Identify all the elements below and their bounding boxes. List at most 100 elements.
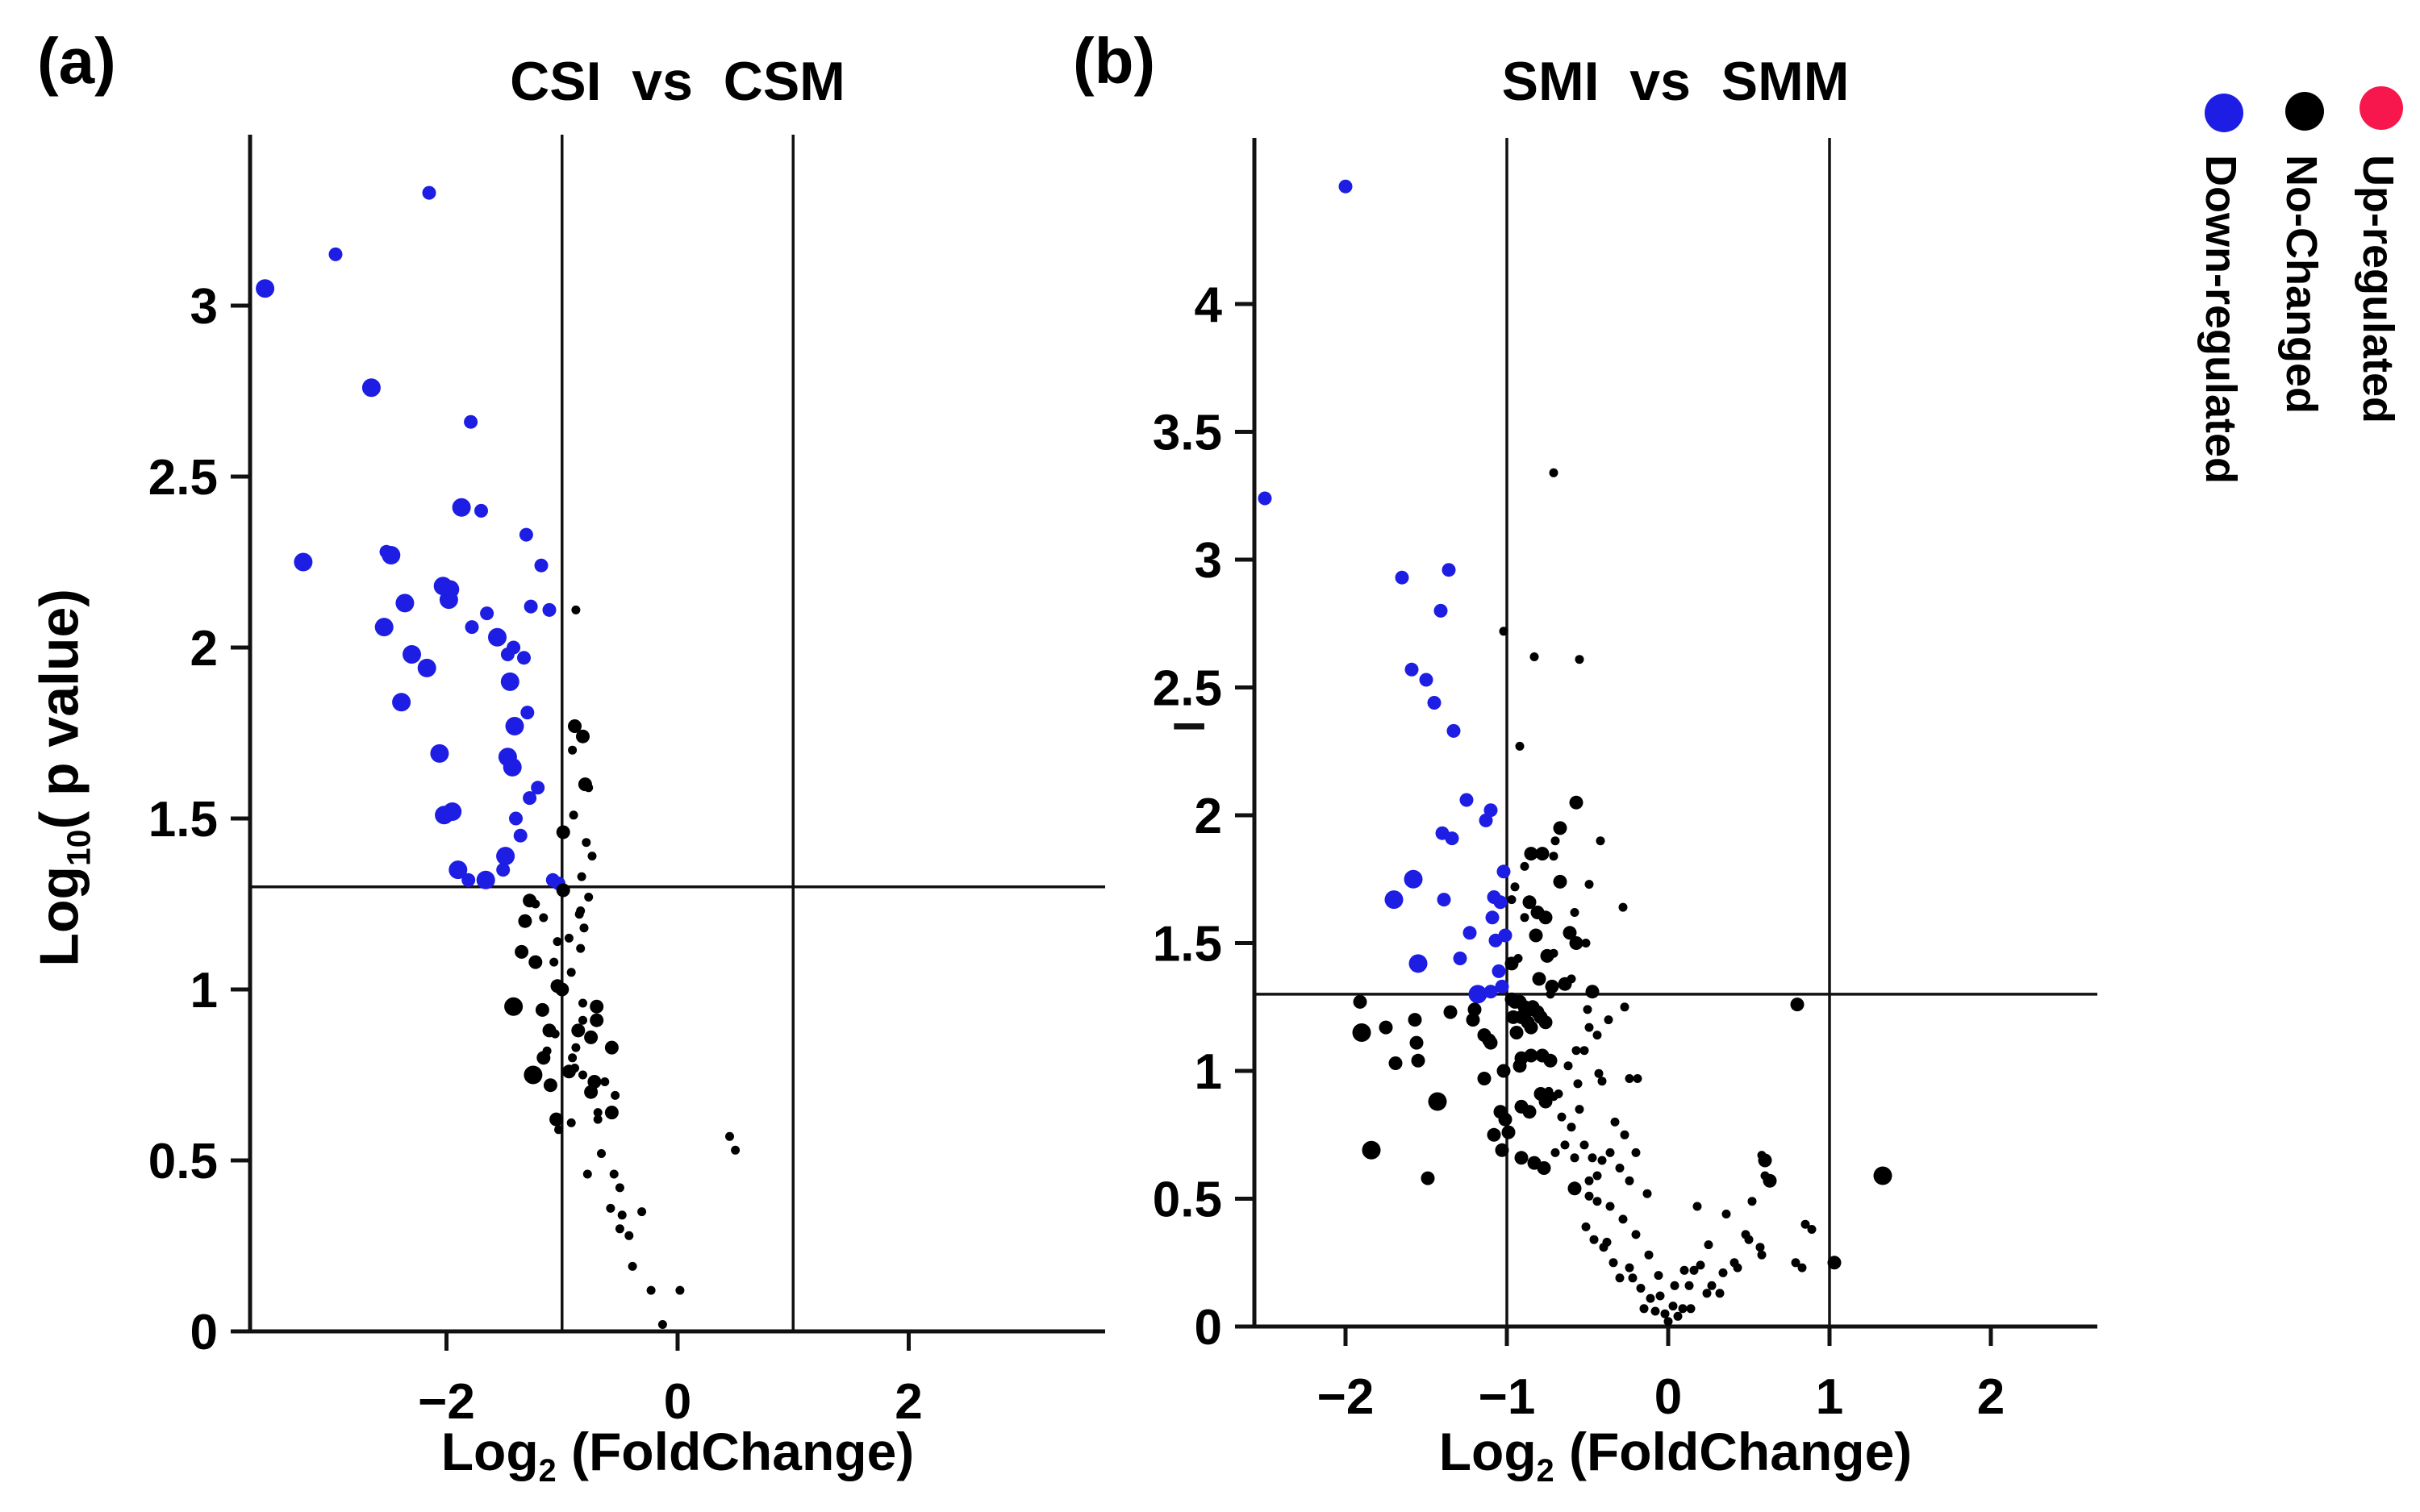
data-point-no-changed: [1545, 979, 1559, 993]
data-point-down-regulated: [1437, 893, 1451, 907]
data-point-no-changed: [1535, 847, 1550, 861]
data-point-no-changed: [1496, 1064, 1511, 1078]
data-point-no-changed: [1625, 1074, 1634, 1083]
data-point-down-regulated: [480, 606, 494, 621]
data-point-down-regulated: [1404, 662, 1419, 677]
data-point-no-changed: [549, 957, 559, 967]
data-point-no-changed: [1501, 1125, 1516, 1139]
data-point-no-changed: [524, 1065, 543, 1085]
panel-a-title: CSI vs CSM: [510, 51, 845, 112]
data-point-no-changed: [1618, 1214, 1628, 1224]
data-point-no-changed: [1602, 1237, 1612, 1247]
data-point-down-regulated: [1446, 723, 1461, 738]
data-point-no-changed: [554, 1125, 563, 1135]
data-point-down-regulated: [403, 645, 421, 664]
data-point-no-changed: [1520, 861, 1529, 871]
data-point-down-regulated: [1468, 985, 1487, 1004]
data-point-no-changed: [1567, 1181, 1582, 1196]
data-point-down-regulated: [417, 658, 436, 677]
data-point-no-changed: [571, 1023, 586, 1038]
data-point-no-changed: [1592, 1197, 1602, 1206]
data-point-no-changed: [1618, 902, 1628, 912]
data-point-down-regulated: [1483, 985, 1498, 999]
y-axis-label-subscript: 10: [60, 829, 98, 866]
data-point-down-regulated: [500, 672, 519, 691]
legend-dot-down-regulated: [2205, 94, 2243, 132]
data-point-down-regulated: [1493, 895, 1508, 910]
data-point-no-changed: [1679, 1265, 1689, 1275]
data-point-down-regulated: [503, 757, 522, 777]
data-point-no-changed: [1467, 1002, 1482, 1017]
data-point-no-changed: [1597, 1077, 1607, 1086]
x-axis-label-text: Log: [440, 1422, 539, 1481]
data-point-no-changed: [1571, 1046, 1581, 1056]
data-point-no-changed: [569, 810, 578, 820]
legend-dot-no-changed: [2285, 92, 2324, 131]
data-point-no-changed: [1628, 1273, 1638, 1283]
data-point-no-changed: [1670, 1281, 1679, 1290]
data-point-no-changed: [1549, 948, 1558, 958]
data-point-no-changed: [1689, 1265, 1699, 1275]
data-point-no-changed: [1668, 1302, 1678, 1311]
data-point-no-changed: [1633, 1074, 1642, 1083]
data-point-no-changed: [1790, 998, 1805, 1012]
data-point-down-regulated: [464, 414, 478, 429]
x-tick-label: 2: [895, 1374, 922, 1430]
data-point-no-changed: [1660, 1309, 1670, 1318]
data-point-no-changed: [531, 899, 540, 909]
data-point-no-changed: [1608, 1258, 1618, 1268]
data-point-no-changed: [1379, 1020, 1393, 1035]
data-point-down-regulated: [1485, 910, 1500, 925]
data-point-no-changed: [1487, 1127, 1501, 1142]
data-point-down-regulated: [256, 279, 275, 298]
data-point-no-changed: [1594, 1068, 1604, 1078]
data-point-no-changed: [1352, 1023, 1371, 1042]
data-point-down-regulated: [524, 599, 538, 614]
y-tick-label: 0.5: [1153, 1173, 1222, 1228]
y-tick-label: 2: [190, 621, 218, 677]
data-point-no-changed: [731, 1145, 741, 1155]
panel-b-marker: (b): [1073, 25, 1156, 97]
data-point-no-changed: [568, 719, 582, 733]
data-point-down-regulated: [379, 544, 394, 559]
data-point-no-changed: [1421, 1171, 1435, 1185]
legend-dot-up-regulated: [2360, 86, 2403, 130]
data-point-down-regulated: [1404, 869, 1423, 889]
data-point-no-changed: [1639, 1304, 1649, 1314]
data-point-no-changed: [1663, 1317, 1673, 1327]
data-point-down-regulated: [531, 781, 545, 795]
data-point-no-changed: [1584, 1176, 1594, 1185]
data-point-no-changed: [553, 937, 562, 947]
data-point-no-changed: [609, 1169, 619, 1179]
data-point-no-changed: [725, 1131, 734, 1141]
data-point-no-changed: [606, 1203, 615, 1213]
data-point-no-changed: [1827, 1256, 1842, 1270]
y-tick-label: 1.5: [148, 792, 218, 848]
data-point-down-regulated: [430, 744, 449, 763]
data-point-no-changed: [1428, 1092, 1447, 1111]
data-point-down-regulated: [1445, 831, 1459, 846]
data-point-no-changed: [578, 1015, 587, 1025]
data-point-no-changed: [556, 883, 570, 898]
data-point-no-changed: [1522, 895, 1537, 910]
x-axis-label-text-2: (FoldChange): [556, 1422, 915, 1481]
data-point-no-changed: [568, 745, 578, 755]
data-point-no-changed: [568, 1053, 578, 1063]
data-point-no-changed: [1581, 939, 1591, 948]
data-point-down-regulated: [509, 811, 523, 826]
data-point-no-changed: [1696, 1260, 1705, 1270]
data-point-no-changed: [556, 825, 570, 839]
data-point-no-changed: [1550, 836, 1560, 846]
data-point-no-changed: [1477, 1072, 1492, 1085]
data-point-no-changed: [593, 1108, 603, 1118]
y-tick-label: 2.5: [148, 450, 218, 506]
data-point-no-changed: [1631, 1230, 1641, 1239]
data-point-no-changed: [1757, 1250, 1767, 1260]
data-point-no-changed: [1549, 468, 1558, 477]
data-point-no-changed: [587, 852, 597, 861]
data-point-down-regulated: [361, 378, 381, 398]
data-point-down-regulated: [1433, 603, 1448, 618]
data-point-no-changed: [1718, 1268, 1728, 1277]
data-point-no-changed: [584, 783, 594, 793]
data-point-no-changed: [1546, 989, 1555, 999]
